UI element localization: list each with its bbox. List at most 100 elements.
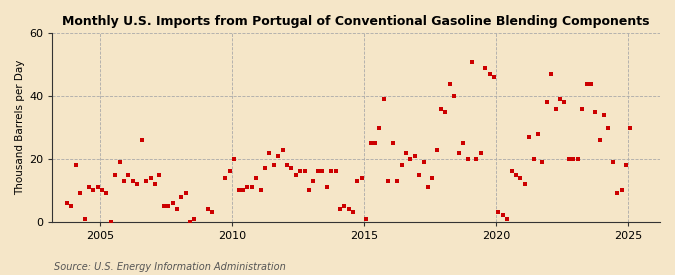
- Point: [202, 207, 213, 211]
- Point: [132, 182, 143, 186]
- Point: [449, 94, 460, 98]
- Point: [524, 135, 535, 139]
- Point: [396, 163, 407, 167]
- Point: [502, 216, 513, 221]
- Point: [304, 188, 315, 192]
- Point: [383, 179, 394, 183]
- Point: [238, 188, 248, 192]
- Point: [128, 179, 138, 183]
- Point: [251, 175, 262, 180]
- Point: [489, 75, 500, 79]
- Title: Monthly U.S. Imports from Portugal of Conventional Gasoline Blending Components: Monthly U.S. Imports from Portugal of Co…: [62, 15, 650, 28]
- Point: [321, 185, 332, 189]
- Point: [365, 141, 376, 145]
- Point: [79, 216, 90, 221]
- Point: [414, 172, 425, 177]
- Point: [281, 163, 292, 167]
- Point: [550, 106, 561, 111]
- Point: [612, 191, 622, 196]
- Point: [176, 194, 187, 199]
- Point: [110, 172, 121, 177]
- Point: [568, 157, 578, 161]
- Point: [313, 169, 323, 174]
- Point: [75, 191, 86, 196]
- Point: [189, 216, 200, 221]
- Point: [344, 207, 354, 211]
- Point: [233, 188, 244, 192]
- Point: [515, 175, 526, 180]
- Point: [590, 110, 601, 114]
- Point: [599, 113, 610, 117]
- Point: [136, 138, 147, 142]
- Point: [119, 179, 130, 183]
- Point: [471, 157, 482, 161]
- Point: [225, 169, 236, 174]
- Point: [92, 185, 103, 189]
- Point: [105, 219, 116, 224]
- Point: [101, 191, 112, 196]
- Point: [436, 106, 447, 111]
- Point: [145, 175, 156, 180]
- Point: [493, 210, 504, 214]
- Point: [458, 141, 468, 145]
- Point: [264, 150, 275, 155]
- Point: [431, 147, 442, 152]
- Point: [625, 125, 636, 130]
- Point: [207, 210, 217, 214]
- Point: [379, 97, 389, 101]
- Y-axis label: Thousand Barrels per Day: Thousand Barrels per Day: [15, 60, 25, 195]
- Point: [510, 172, 521, 177]
- Point: [410, 153, 421, 158]
- Point: [220, 175, 231, 180]
- Point: [242, 185, 252, 189]
- Point: [418, 160, 429, 164]
- Point: [140, 179, 151, 183]
- Point: [370, 141, 381, 145]
- Point: [462, 157, 473, 161]
- Point: [480, 66, 491, 70]
- Point: [167, 201, 178, 205]
- Point: [308, 179, 319, 183]
- Point: [295, 169, 306, 174]
- Point: [352, 179, 363, 183]
- Point: [334, 207, 345, 211]
- Point: [66, 204, 77, 208]
- Point: [97, 188, 107, 192]
- Point: [273, 153, 284, 158]
- Point: [576, 106, 587, 111]
- Point: [400, 150, 411, 155]
- Point: [154, 172, 165, 177]
- Point: [317, 169, 328, 174]
- Point: [423, 185, 433, 189]
- Point: [180, 191, 191, 196]
- Point: [603, 125, 614, 130]
- Point: [255, 188, 266, 192]
- Point: [269, 163, 279, 167]
- Point: [330, 169, 341, 174]
- Point: [519, 182, 530, 186]
- Point: [533, 132, 543, 136]
- Point: [387, 141, 398, 145]
- Point: [392, 179, 402, 183]
- Point: [621, 163, 632, 167]
- Point: [163, 204, 173, 208]
- Point: [616, 188, 627, 192]
- Point: [286, 166, 297, 170]
- Point: [260, 166, 271, 170]
- Point: [585, 81, 596, 86]
- Point: [123, 172, 134, 177]
- Point: [185, 219, 196, 224]
- Point: [149, 182, 160, 186]
- Point: [484, 72, 495, 76]
- Point: [290, 172, 301, 177]
- Point: [61, 201, 72, 205]
- Point: [555, 97, 566, 101]
- Point: [427, 175, 437, 180]
- Point: [229, 157, 240, 161]
- Point: [506, 169, 517, 174]
- Point: [405, 157, 416, 161]
- Point: [564, 157, 574, 161]
- Point: [497, 213, 508, 218]
- Point: [440, 110, 451, 114]
- Point: [466, 59, 477, 64]
